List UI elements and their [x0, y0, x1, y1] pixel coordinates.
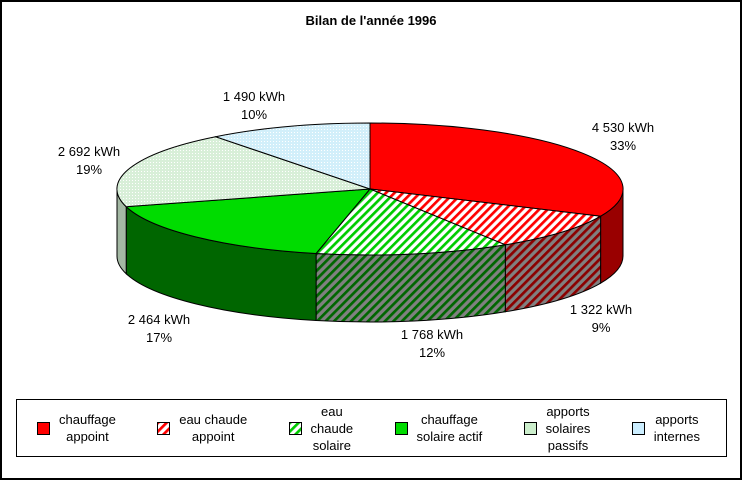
slice-label-chauffage-appoint: 4 530 kWh 33%: [592, 119, 654, 155]
pie-slice-apports-internes[interactable]: [213, 122, 371, 190]
legend-swatch-icon: [288, 421, 302, 435]
legend-item-chauffage-appoint[interactable]: chauffage appoint: [37, 411, 116, 445]
chart-title: Bilan de l'année 1996: [305, 13, 437, 28]
slice-label-value: 4 530 kWh: [591, 120, 655, 135]
legend-swatch-icon: [157, 421, 171, 435]
legend-label: eau chaude solaire: [311, 403, 354, 454]
legend-label-line: eau: [320, 403, 343, 419]
slice-label-apports-internes: 1 490 kWh 10%: [223, 88, 285, 124]
slice-label-value: 2 692 kWh: [57, 144, 121, 159]
slice-label-chauffage-solaire-actif: 2 464 kWh 17%: [128, 311, 190, 347]
legend-label-line: solaires: [545, 420, 591, 436]
legend-box: chauffage appoint eau chaude appoint eau chau…: [16, 399, 727, 457]
legend-label-line: chauffage: [420, 412, 478, 427]
slice-label-eau-chaude-appoint: 1 322 kWh 9%: [570, 301, 632, 337]
legend-label: eau chaude appoint: [179, 411, 247, 445]
legend-label-line: solaire actif: [416, 429, 483, 444]
pie-slice-chauffage-appoint[interactable]: [369, 122, 624, 217]
legend-label-line: apports: [655, 412, 699, 427]
legend-swatch-icon: [631, 421, 645, 435]
legend-label-line: appoint: [191, 429, 235, 444]
slice-label-value: 1 768 kWh: [400, 327, 464, 342]
legend-label: apports solaires passifs: [546, 403, 591, 454]
legend-item-apports-solaires-passifs[interactable]: apports solaires passifs: [523, 403, 591, 454]
legend-label: chauffage solaire actif: [417, 411, 483, 445]
legend-label-line: internes: [653, 429, 700, 444]
slice-label-percent: 17%: [145, 330, 173, 345]
slice-label-value: 1 322 kWh: [569, 302, 633, 317]
slice-label-percent: 12%: [418, 345, 446, 360]
legend-label-line: solaire: [312, 437, 351, 453]
slice-label-value: 1 490 kWh: [222, 89, 286, 104]
legend-swatch-icon: [394, 421, 408, 435]
legend-item-eau-chaude-solaire[interactable]: eau chaude solaire: [288, 403, 354, 454]
legend-label-line: chaude: [310, 420, 354, 436]
legend-label-line: eau chaude: [179, 412, 248, 427]
legend-label-line: appoint: [66, 429, 109, 444]
slice-label-eau-chaude-solaire: 1 768 kWh 12%: [401, 326, 463, 362]
legend-label: apports internes: [654, 411, 700, 445]
pie-slice-eau-chaude-solaire[interactable]: [315, 188, 508, 256]
slice-label-percent: 9%: [591, 320, 611, 335]
legend-swatch-icon: [37, 421, 50, 435]
slice-label-apports-solaires-passifs: 2 692 kWh 19%: [58, 143, 120, 179]
legend-item-apports-internes[interactable]: apports internes: [631, 411, 700, 445]
slice-label-percent: 10%: [240, 107, 268, 122]
legend-label-line: chauffage: [59, 412, 116, 427]
legend-swatch-icon: [523, 421, 537, 435]
slice-label-percent: 19%: [75, 162, 103, 177]
legend-label: chauffage appoint: [59, 411, 116, 445]
slice-label-percent: 33%: [609, 138, 637, 153]
legend-label-line: passifs: [547, 437, 589, 453]
pie-slice-eau-chaude-appoint[interactable]: [369, 188, 603, 246]
slice-label-value: 2 464 kWh: [127, 312, 191, 327]
pie-slice-apports-solaires-passifs[interactable]: [116, 136, 371, 208]
legend-label-line: apports: [546, 403, 590, 419]
pie-slice-chauffage-solaire-actif[interactable]: [125, 188, 372, 255]
legend-item-chauffage-solaire-actif[interactable]: chauffage solaire actif: [394, 411, 483, 445]
legend-item-eau-chaude-appoint[interactable]: eau chaude appoint: [157, 411, 247, 445]
